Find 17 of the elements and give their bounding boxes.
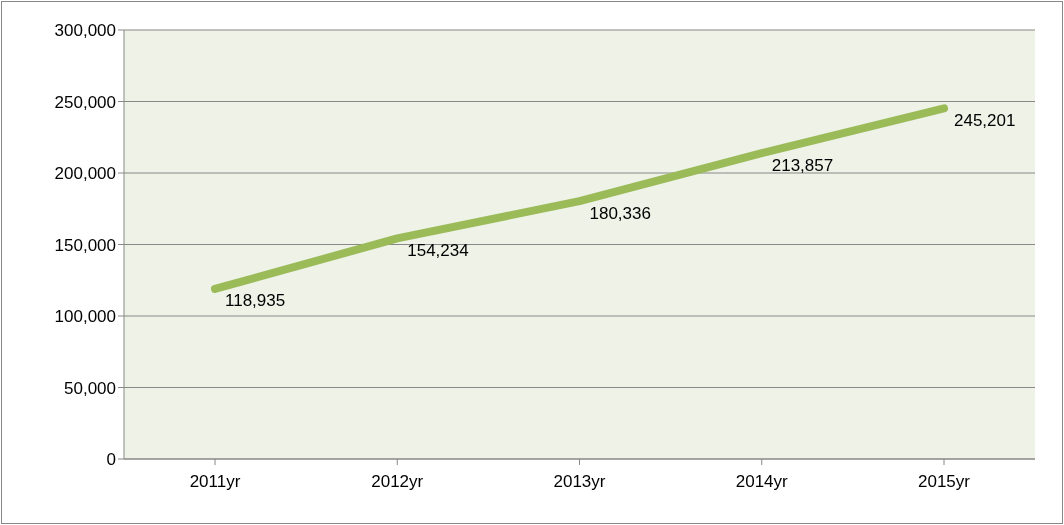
- y-tick-label: 100,000: [54, 307, 116, 327]
- y-tick-label: 0: [106, 450, 116, 470]
- y-tick-label: 300,000: [54, 21, 116, 41]
- data-label: 245,201: [954, 110, 1016, 130]
- data-label: 154,234: [407, 240, 469, 260]
- x-tick-label: 2015yr: [918, 472, 971, 492]
- y-tick-label: 150,000: [54, 235, 116, 255]
- data-label: 213,857: [771, 155, 834, 175]
- y-tick-label: 200,000: [54, 164, 116, 184]
- y-tick-label: 250,000: [54, 92, 116, 112]
- data-label: 118,935: [225, 291, 286, 311]
- data-label: 180,336: [589, 203, 651, 223]
- y-tick-label: 50,000: [64, 378, 116, 398]
- x-tick-label: 2014yr: [735, 472, 789, 492]
- x-tick-label: 2012yr: [371, 472, 424, 492]
- x-tick-label: 2011yr: [189, 472, 241, 492]
- x-tick-label: 2013yr: [553, 472, 606, 492]
